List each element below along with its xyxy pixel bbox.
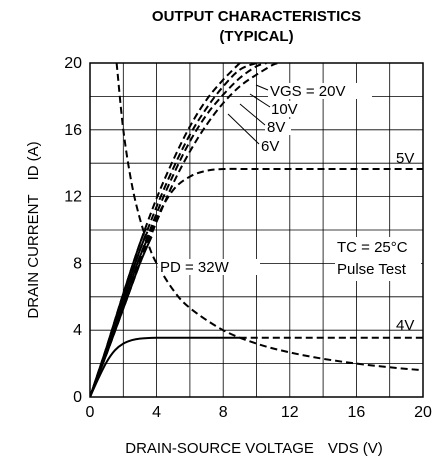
label-5v: 5V	[396, 150, 414, 167]
series-line-6v-solid	[90, 236, 153, 397]
x-tick-label: 16	[348, 404, 366, 421]
x-axis-title: DRAIN-SOURCE VOLTAGE VDS (V)	[125, 440, 382, 457]
grid	[90, 63, 423, 397]
label-tc: TC = 25°C	[337, 239, 408, 256]
xlabel-main: DRAIN-SOURCE VOLTAGE	[125, 440, 314, 457]
leader-6v	[227, 113, 260, 145]
x-tick-label: 4	[152, 404, 161, 421]
x-tick-label: 8	[219, 404, 228, 421]
leader-8v	[239, 103, 266, 126]
y-tick-label: 12	[64, 189, 82, 206]
y-tick-label: 0	[73, 389, 82, 406]
y-axis-title: DRAIN CURRENT ID (A)	[25, 141, 42, 318]
ylabel-main: DRAIN CURRENT	[25, 194, 42, 318]
x-tick-label: 0	[86, 404, 95, 421]
label-pulse: Pulse Test	[337, 261, 407, 278]
label-10v: 10V	[271, 101, 298, 118]
label-vgs20: VGS = 20V	[270, 83, 345, 100]
y-tick-label: 16	[64, 122, 82, 139]
svg-text:DRAIN CURRENTID(A): DRAIN CURRENT ID (A)	[25, 141, 42, 318]
series-line-8v-dashed	[90, 63, 267, 397]
label-leaders	[227, 84, 271, 145]
series-line-5v-dashed	[90, 167, 423, 397]
y-tick-label: 4	[73, 322, 82, 339]
label-6v: 6V	[261, 138, 279, 155]
x-tick-label: 20	[414, 404, 432, 421]
label-8v: 8V	[267, 119, 285, 136]
ylabel-sym: ID	[25, 165, 42, 180]
leader-vgs20	[255, 84, 269, 91]
label-pd: PD = 32W	[160, 259, 230, 276]
plot-frame	[89, 62, 424, 398]
xlabel-sym: VDS	[328, 440, 359, 457]
tick-labels: 0 4 8 12 16 20 0 4 8 12 16 20	[64, 55, 432, 421]
ylabel-unit: (A)	[25, 141, 42, 161]
chart-subtitle: (TYPICAL)	[219, 28, 294, 45]
xlabel-unit: (V)	[363, 440, 383, 457]
curve-labels: VGS = 20V 10V 8V 6V 5V 4V PD = 32W TC = …	[158, 83, 421, 334]
chart-title: OUTPUT CHARACTERISTICS	[151, 8, 362, 25]
x-tick-label: 12	[281, 404, 299, 421]
y-tick-label: 8	[73, 255, 82, 272]
series-group	[90, 63, 423, 397]
y-tick-label: 20	[64, 55, 82, 72]
label-4v: 4V	[396, 317, 414, 334]
leader-10v	[249, 93, 271, 108]
series-line-4v-solid	[90, 336, 240, 397]
